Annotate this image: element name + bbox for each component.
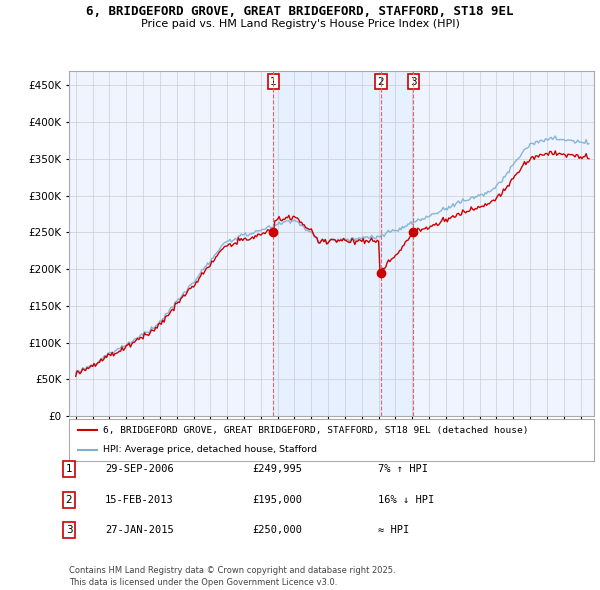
Text: £250,000: £250,000 — [252, 526, 302, 535]
Text: 6, BRIDGEFORD GROVE, GREAT BRIDGEFORD, STAFFORD, ST18 9EL (detached house): 6, BRIDGEFORD GROVE, GREAT BRIDGEFORD, S… — [103, 426, 529, 435]
Text: 16% ↓ HPI: 16% ↓ HPI — [378, 495, 434, 504]
Text: Contains HM Land Registry data © Crown copyright and database right 2025.
This d: Contains HM Land Registry data © Crown c… — [69, 566, 395, 587]
Text: 2: 2 — [377, 77, 384, 87]
Text: 7% ↑ HPI: 7% ↑ HPI — [378, 464, 428, 474]
Text: 29-SEP-2006: 29-SEP-2006 — [105, 464, 174, 474]
Text: 6, BRIDGEFORD GROVE, GREAT BRIDGEFORD, STAFFORD, ST18 9EL: 6, BRIDGEFORD GROVE, GREAT BRIDGEFORD, S… — [86, 5, 514, 18]
Text: 1: 1 — [270, 77, 277, 87]
Text: £195,000: £195,000 — [252, 495, 302, 504]
Text: HPI: Average price, detached house, Stafford: HPI: Average price, detached house, Staf… — [103, 445, 317, 454]
Text: 3: 3 — [410, 77, 417, 87]
Text: £249,995: £249,995 — [252, 464, 302, 474]
Text: ≈ HPI: ≈ HPI — [378, 526, 409, 535]
Text: 15-FEB-2013: 15-FEB-2013 — [105, 495, 174, 504]
Text: Price paid vs. HM Land Registry's House Price Index (HPI): Price paid vs. HM Land Registry's House … — [140, 19, 460, 29]
Bar — [274, 71, 413, 416]
Text: 2: 2 — [65, 495, 73, 504]
Text: 1: 1 — [65, 464, 73, 474]
Text: 3: 3 — [65, 526, 73, 535]
Text: 27-JAN-2015: 27-JAN-2015 — [105, 526, 174, 535]
